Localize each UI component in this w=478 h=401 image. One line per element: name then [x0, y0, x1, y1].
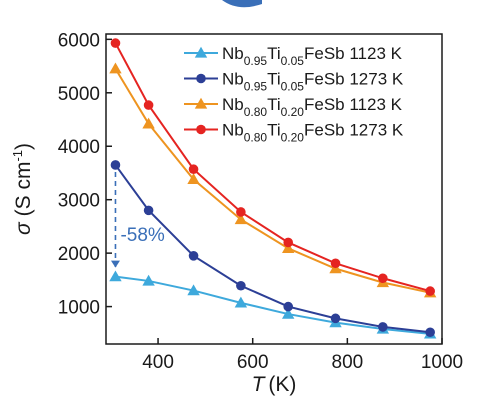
y-tick-label: 2000 [58, 244, 100, 265]
legend-entry-2: Nb0.95Ti0.05FeSb 1273 K [184, 70, 404, 94]
y-tick-label: 1000 [58, 298, 100, 319]
legend-marker [194, 97, 208, 109]
legend-label: Nb0.80Ti0.20FeSb 1123 K [222, 95, 403, 119]
x-axis-label: T (K) [252, 373, 297, 396]
y-axis-label: σ(S cm-1) [10, 143, 35, 235]
series-2 [110, 160, 435, 338]
legend-marker [196, 124, 206, 135]
data-point [142, 274, 155, 286]
data-point [110, 38, 121, 48]
annotation-layer: -58% [110, 171, 165, 268]
y-tick-label: 6000 [58, 30, 100, 51]
drop-arrow-head [110, 260, 120, 268]
data-point [110, 160, 121, 170]
x-tick-label: 800 [332, 352, 364, 373]
annotation-label: -58% [120, 225, 164, 246]
legend-entry-1: Nb0.95Ti0.05FeSb 1123 K [184, 44, 403, 68]
y-tick-label: 4000 [58, 137, 100, 158]
data-point [236, 280, 246, 291]
x-tick-label: 600 [237, 352, 269, 373]
data-point [236, 207, 246, 217]
legend-marker [196, 73, 206, 84]
data-point [188, 251, 199, 261]
data-point [283, 237, 293, 248]
data-point [109, 270, 122, 282]
series-line [114, 42, 431, 293]
series-layer [109, 38, 437, 339]
data-point [378, 273, 388, 284]
decorative-curved-arrow-tip [222, 0, 262, 8]
data-point [330, 258, 341, 269]
series-4 [110, 38, 435, 296]
series-line [114, 68, 431, 294]
data-point [378, 322, 388, 332]
data-point [109, 62, 122, 74]
data-point [425, 286, 435, 296]
legend-label: Nb0.80Ti0.20FeSb 1273 K [222, 121, 404, 145]
data-point [142, 117, 155, 129]
data-point [425, 327, 435, 338]
data-point [283, 301, 293, 312]
x-tick-label: 1000 [421, 352, 463, 373]
plot-frame [105, 33, 443, 345]
legend-marker [194, 46, 208, 58]
data-point [281, 307, 295, 319]
data-point [143, 205, 154, 216]
data-point [187, 284, 200, 296]
data-point [188, 164, 199, 175]
legend-label: Nb0.95Ti0.05FeSb 1273 K [222, 70, 404, 94]
data-point [187, 173, 200, 185]
data-point [234, 213, 248, 225]
y-tick-label: 5000 [58, 84, 100, 105]
series-line [115, 275, 431, 335]
legend-label: Nb0.95Ti0.05FeSb 1123 K [222, 44, 403, 68]
x-tick-label: 400 [142, 352, 174, 373]
data-point [330, 313, 341, 324]
data-point [281, 242, 295, 253]
axes: 400 600 800 1000 1000 2000 3000 4000 5000 6000 [58, 30, 463, 373]
y-tick-label: 3000 [58, 191, 100, 212]
legend: Nb0.95Ti0.05FeSb 1123 KNb0.95Ti0.05FeSb … [184, 44, 404, 145]
series-line [114, 164, 431, 334]
data-point [143, 100, 154, 110]
legend-entry-4: Nb0.80Ti0.20FeSb 1273 K [184, 121, 404, 145]
legend-entry-3: Nb0.80Ti0.20FeSb 1123 K [184, 95, 403, 119]
data-point [234, 296, 248, 308]
